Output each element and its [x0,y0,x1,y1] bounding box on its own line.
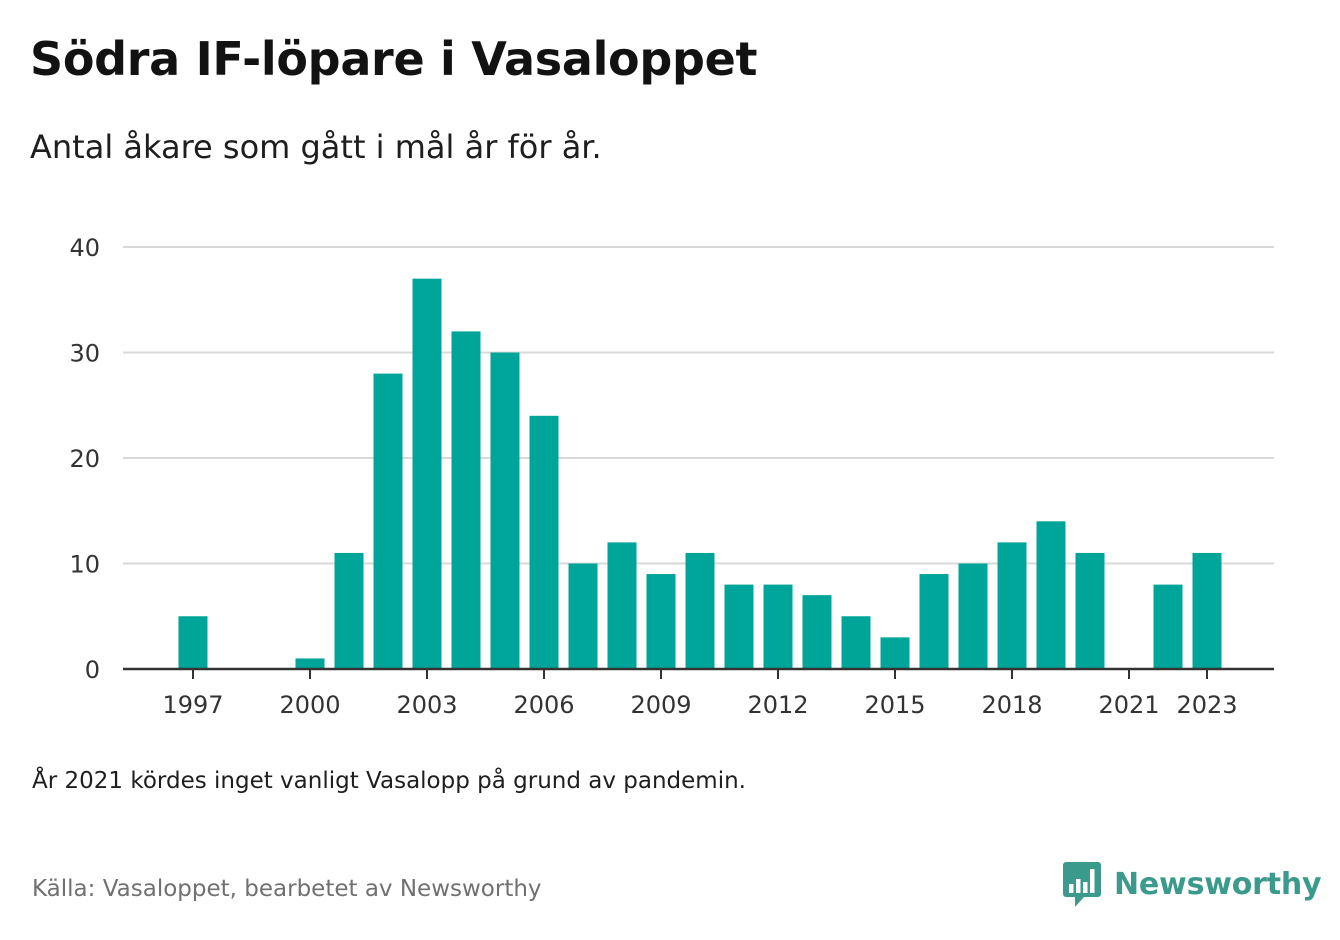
x-tick-label: 2023 [1176,691,1237,719]
bar-2011 [724,584,754,669]
bar-2008 [607,542,637,669]
bar-2005 [490,352,520,669]
y-tick-label: 10 [69,551,100,579]
bar-2002 [373,373,403,669]
x-tick-label: 2009 [630,691,691,719]
logo-wordmark: Newsworthy [1114,866,1322,902]
x-tick-label: 2018 [981,691,1042,719]
bar-2023 [1192,552,1222,669]
bar-2022 [1153,584,1183,669]
bar-1997 [178,616,208,669]
bar-chart-speech-icon [1063,862,1101,907]
grid-lines [123,246,1274,565]
x-tick-label: 2012 [747,691,808,719]
x-tick-label: 2003 [396,691,457,719]
chart-subtitle: Antal åkare som gått i mål år för år. [30,128,602,166]
bar-2015 [880,637,910,669]
y-tick-label: 20 [69,445,100,473]
bar-2019 [1036,521,1066,669]
bar-2012 [763,584,793,669]
x-tick-label: 1997 [162,691,223,719]
chart-title: Södra IF-löpare i Vasaloppet [30,32,758,86]
y-tick-label: 0 [85,656,100,684]
x-tick-label: 2021 [1098,691,1159,719]
bar-2004 [451,331,481,669]
bar-2001 [334,552,364,669]
newsworthy-logo[interactable]: Newsworthy [1062,860,1322,908]
bar-chart: 0 10 20 30 40 1997 2000 2003 2006 2009 2012 2015 201… [69,234,1274,719]
source-credit: Källa: Vasaloppet, bearbetet av Newswort… [32,876,542,902]
bar-2006 [529,415,559,669]
bar-2010 [685,552,715,669]
bar-2003 [412,278,442,669]
bar-2000 [295,658,325,669]
chart-note: År 2021 kördes inget vanligt Vasalopp på… [32,768,746,794]
bar-2018 [997,542,1027,669]
bars [178,278,1222,669]
x-tick-label: 2000 [279,691,340,719]
bar-2017 [958,563,988,669]
bar-2016 [919,574,949,669]
bar-2007 [568,563,598,669]
bar-2014 [841,616,871,669]
axes: 0 10 20 30 40 1997 2000 2003 2006 2009 2012 2015 201… [69,234,1274,719]
x-tick-label: 2006 [513,691,574,719]
bar-2020 [1075,552,1105,669]
bar-2009 [646,574,676,669]
x-tick-label: 2015 [864,691,925,719]
y-tick-label: 30 [69,340,100,368]
bar-2013 [802,595,832,669]
y-tick-label: 40 [69,234,100,262]
